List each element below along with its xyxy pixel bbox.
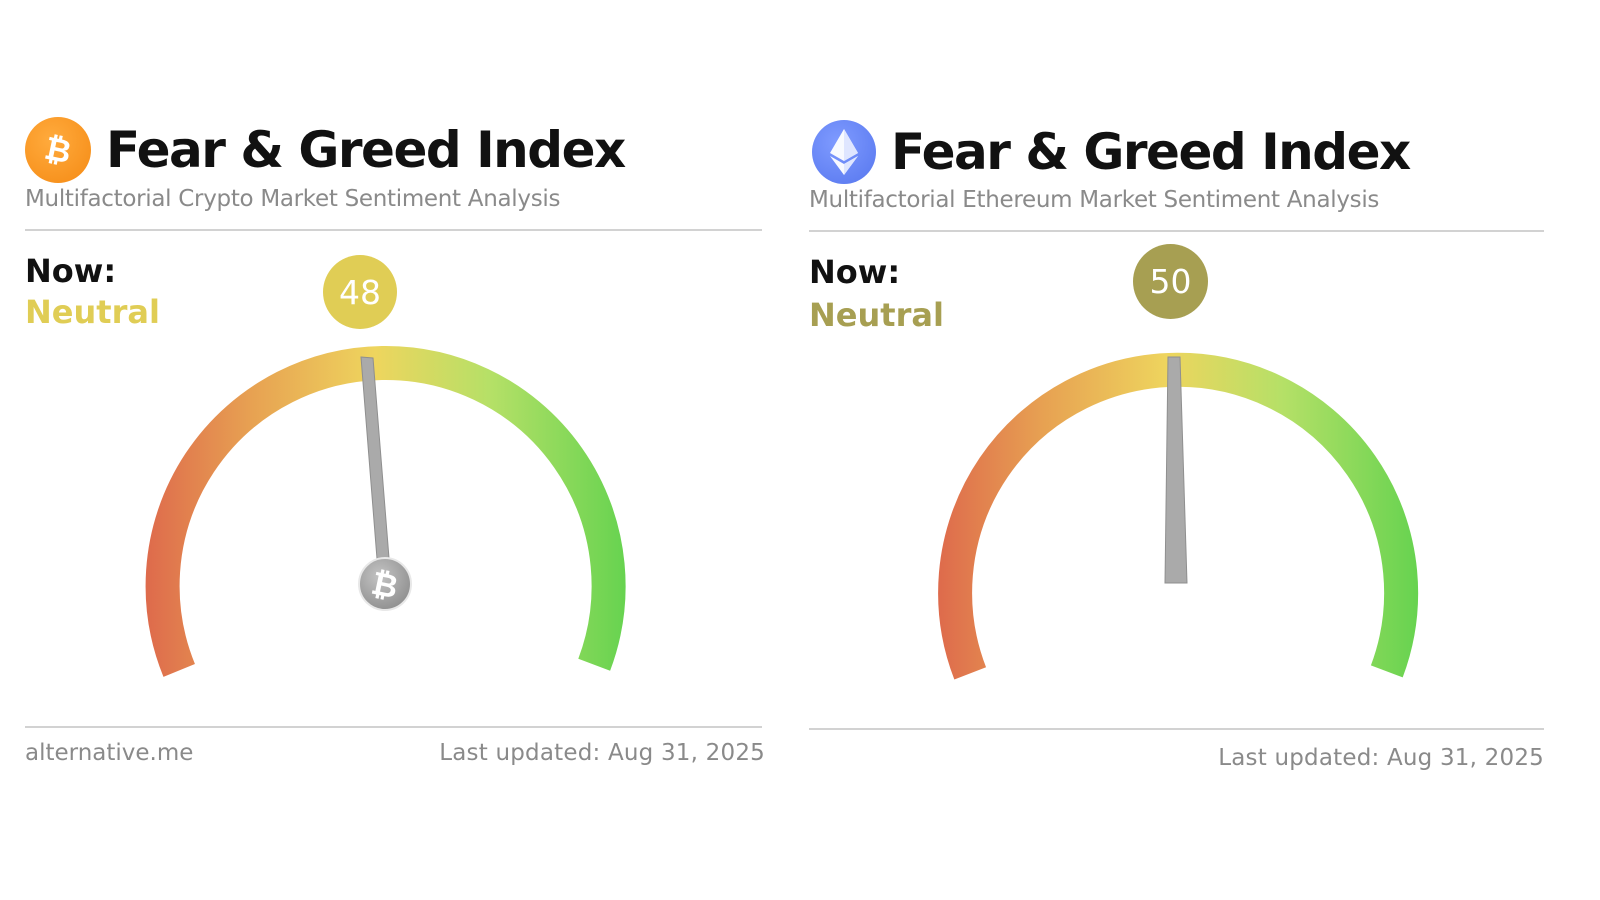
- sentiment-gauge: ₿: [145, 345, 626, 677]
- source-link[interactable]: alternative.me: [25, 740, 194, 766]
- gauge-arc: [145, 345, 626, 677]
- now-label: Now:: [25, 252, 117, 290]
- page-subtitle: Multifactorial Crypto Market Sentiment A…: [25, 186, 561, 212]
- index-value-badge: 48: [323, 255, 397, 329]
- last-updated: Last updated: Aug 31, 2025: [439, 740, 765, 766]
- now-label: Now:: [809, 253, 901, 291]
- footer-divider: [25, 726, 762, 728]
- panel-header: ₿ Fear & Greed Index: [25, 110, 626, 190]
- sentiment-classification: Neutral: [25, 293, 160, 331]
- page-subtitle: Multifactorial Ethereum Market Sentiment…: [809, 187, 1380, 213]
- btc-fear-greed-panel: ₿ Fear & Greed Index Multifactorial Cryp…: [0, 0, 765, 900]
- sentiment-classification: Neutral: [809, 296, 944, 334]
- page-title: Fear & Greed Index: [106, 121, 626, 179]
- bitcoin-icon: ₿: [25, 117, 91, 183]
- header-divider: [809, 230, 1544, 232]
- panel-header: Fear & Greed Index: [812, 112, 1411, 192]
- page-title: Fear & Greed Index: [891, 123, 1411, 181]
- sentiment-gauge: [938, 352, 1419, 680]
- needle-hub: [358, 557, 412, 611]
- gauge-needle: [360, 356, 392, 585]
- index-value-badge: 50: [1133, 244, 1208, 319]
- eth-fear-greed-panel: Fear & Greed Index Multifactorial Ethere…: [800, 0, 1560, 900]
- footer-divider: [809, 728, 1544, 730]
- ethereum-icon: [812, 120, 876, 184]
- last-updated: Last updated: Aug 31, 2025: [1218, 745, 1544, 771]
- gauge-needle: [1164, 356, 1188, 584]
- header-divider: [25, 229, 762, 231]
